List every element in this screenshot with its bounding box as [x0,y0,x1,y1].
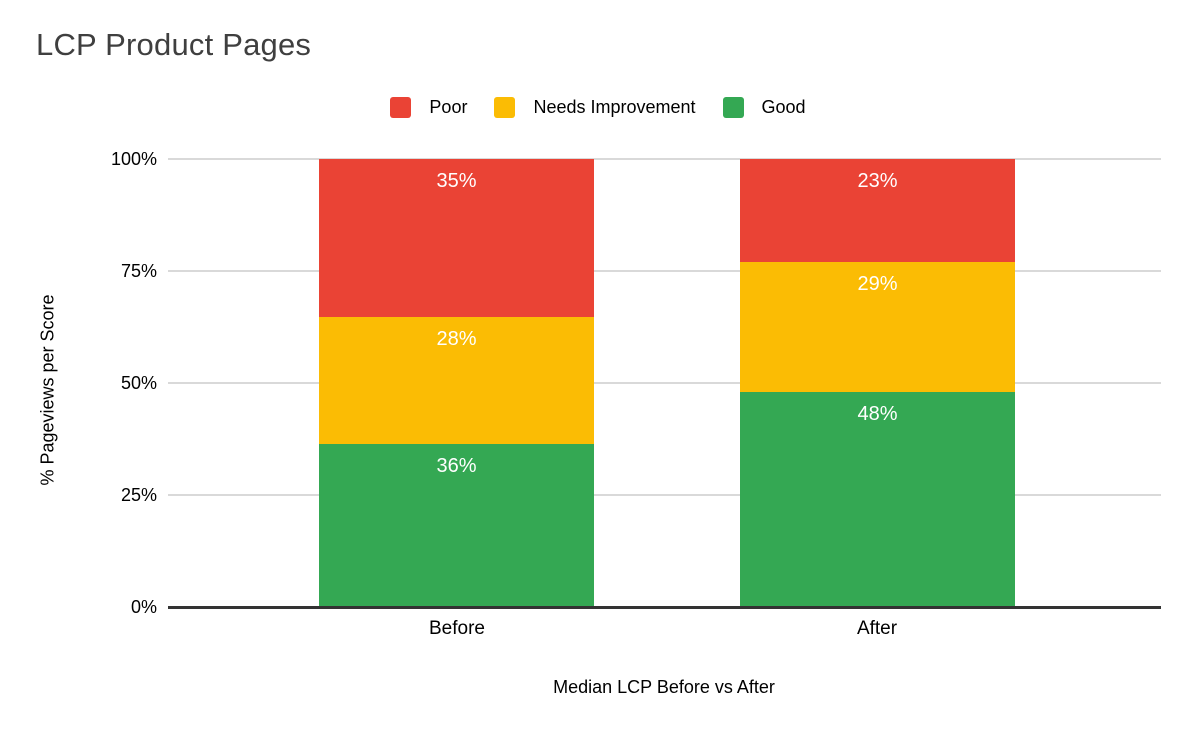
data-label-before-good: 36% [436,455,477,478]
legend-label-good: Good [761,97,806,117]
x-category-before: Before [429,618,485,639]
chart-title: LCP Product Pages [36,27,312,62]
y-tick-0: 0% [130,597,157,617]
segment-after-needs-improvement[interactable]: 29% [740,262,1015,392]
gridline-50 [168,382,1161,384]
poor-swatch-icon [390,97,412,118]
segment-before-poor[interactable]: 35% [319,159,594,318]
data-label-before-poor: 35% [436,170,477,192]
x-axis-line [168,606,1161,609]
data-label-after-needs-improvement: 29% [857,273,898,296]
segment-after-good[interactable]: 48% [740,391,1015,607]
data-label-after-good: 48% [857,402,898,425]
y-tick-50: 50% [120,373,157,393]
legend-item-needs-improvement[interactable]: Needs Improvement [494,97,696,118]
gridline-25 [168,494,1161,496]
legend: Poor Needs Improvement Good [0,97,1196,118]
gridline-75 [168,270,1161,272]
legend-label-poor: Poor [429,97,468,117]
segment-before-needs-improvement[interactable]: 28% [319,317,594,445]
legend-item-poor[interactable]: Poor [390,97,467,118]
segment-before-good[interactable]: 36% [319,444,594,607]
x-axis-title: Median LCP Before vs After [553,677,775,697]
legend-item-good[interactable]: Good [722,97,806,118]
data-label-after-poor: 23% [857,170,898,192]
plot-area: 35% 28% 36% 23% 29% 48% [168,158,1161,609]
good-swatch-icon [722,97,744,118]
legend-label-needs-improvement: Needs Improvement [533,97,696,117]
bar-before: 35% 28% 36% [319,159,594,607]
y-axis-title: % Pageviews per Score [37,294,58,486]
x-category-after: After [856,618,898,639]
data-label-before-needs-improvement: 28% [436,328,477,351]
y-tick-100: 100% [110,149,157,169]
y-tick-75: 75% [120,261,157,281]
bar-after: 23% 29% 48% [740,159,1015,607]
y-tick-25: 25% [120,485,157,505]
gridline-100 [168,158,1161,160]
segment-after-poor[interactable]: 23% [740,159,1015,263]
needs-improvement-swatch-icon [494,97,516,118]
